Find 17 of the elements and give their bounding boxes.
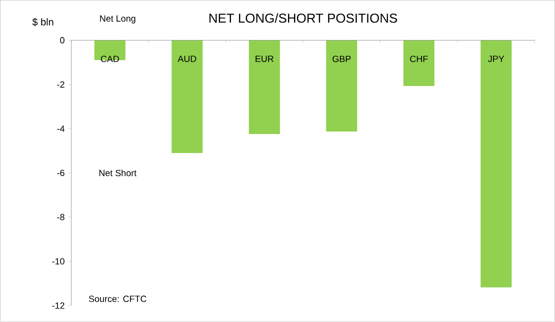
x-tick-label: JPY (488, 56, 504, 62)
y-tick-label: -2 (57, 81, 64, 88)
y-tick-label: -10 (52, 258, 64, 265)
x-tick-label: GBP (332, 56, 351, 62)
y-tick-label: -12 (52, 302, 64, 309)
x-tick-label: EUR (256, 56, 274, 62)
y-tick-label: -4 (57, 126, 64, 132)
y-tick-label: 0 (60, 37, 64, 44)
y-tick-label: -6 (57, 170, 64, 176)
text: Net Long (100, 16, 136, 24)
chart-title: NET LONG/SHORT POSITIONS (209, 13, 398, 23)
x-tick-label: CHF (410, 56, 428, 62)
y-axis-title: $ bln (32, 18, 54, 26)
y-tick-label: -8 (57, 214, 64, 220)
annotation: Source: CFTC (88, 296, 146, 302)
annotation: Net Short (99, 170, 137, 176)
x-tick-label: AUD (178, 56, 196, 62)
